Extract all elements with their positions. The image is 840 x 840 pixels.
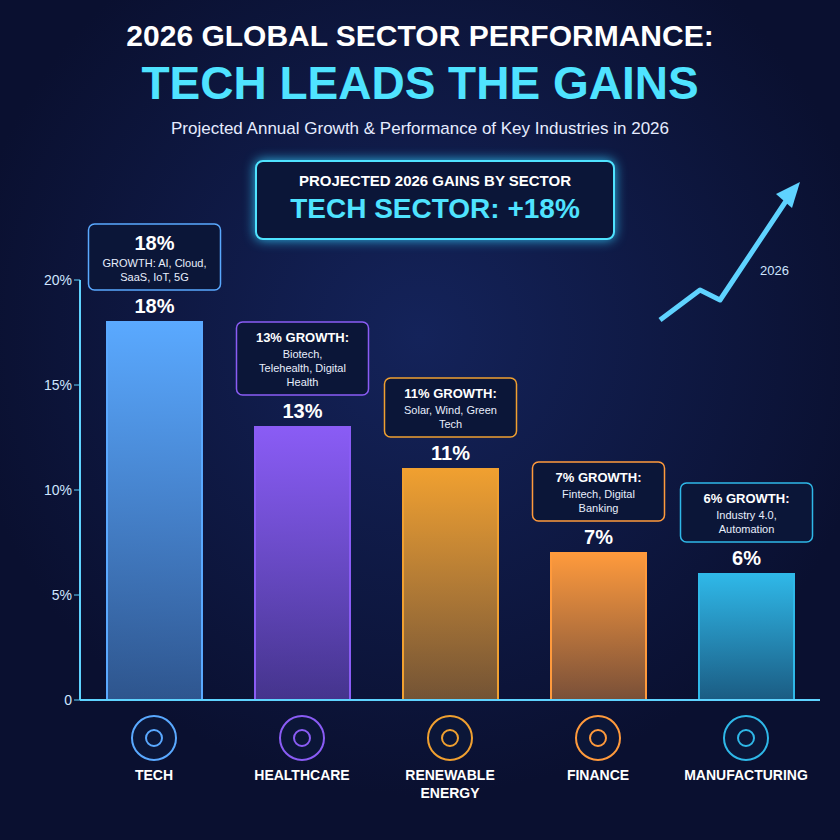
svg-text:RENEWABLE: RENEWABLE <box>405 767 494 783</box>
svg-text:5%: 5% <box>52 587 72 603</box>
svg-text:HEALTHCARE: HEALTHCARE <box>254 767 349 783</box>
svg-text:Fintech, Digital: Fintech, Digital <box>562 488 635 500</box>
svg-text:10%: 10% <box>44 482 72 498</box>
svg-text:MANUFACTURING: MANUFACTURING <box>684 767 808 783</box>
svg-text:15%: 15% <box>44 377 72 393</box>
svg-text:6%: 6% <box>732 547 761 569</box>
svg-text:Tech: Tech <box>439 418 462 430</box>
svg-text:7% GROWTH:: 7% GROWTH: <box>556 470 642 485</box>
svg-text:18%: 18% <box>134 232 174 254</box>
html-text:PROJECTED 2026 GAINS BY SECTOR: PROJECTED 2026 GAINS BY SECTOR <box>299 172 571 189</box>
svg-text:GROWTH: AI, Cloud,: GROWTH: AI, Cloud, <box>103 257 207 269</box>
svg-text:0: 0 <box>64 692 72 708</box>
svg-text:11% GROWTH:: 11% GROWTH: <box>404 386 496 401</box>
svg-text:2026: 2026 <box>760 263 789 278</box>
svg-text:7%: 7% <box>584 526 613 548</box>
svg-text:Biotech,: Biotech, <box>283 348 323 360</box>
svg-text:FINANCE: FINANCE <box>567 767 629 783</box>
svg-text:Industry 4.0,: Industry 4.0, <box>716 509 777 521</box>
svg-text:TECH: TECH <box>135 767 173 783</box>
svg-text:18%: 18% <box>134 295 174 317</box>
html-text:2026 GLOBAL SECTOR PERFORMANCE: 2026 GLOBAL SECTOR PERFORMANCE: <box>126 19 714 52</box>
svg-text:ENERGY: ENERGY <box>420 785 480 801</box>
svg-text:13% GROWTH:: 13% GROWTH: <box>256 330 349 345</box>
svg-text:6% GROWTH:: 6% GROWTH: <box>704 491 790 506</box>
html-text:TECH SECTOR: +18%: TECH SECTOR: +18% <box>290 193 580 224</box>
svg-text:Automation: Automation <box>719 523 775 535</box>
svg-text:Solar, Wind, Green: Solar, Wind, Green <box>404 404 497 416</box>
svg-text:SaaS, IoT, 5G: SaaS, IoT, 5G <box>120 271 188 283</box>
svg-text:Banking: Banking <box>579 502 619 514</box>
html-text:Projected Annual Growth & Perf: Projected Annual Growth & Performance of… <box>171 119 669 138</box>
html-text:TECH LEADS THE GAINS: TECH LEADS THE GAINS <box>141 57 699 109</box>
svg-text:11%: 11% <box>431 442 470 464</box>
svg-text:13%: 13% <box>282 400 322 422</box>
svg-text:20%: 20% <box>44 272 72 288</box>
svg-text:Telehealth, Digital: Telehealth, Digital <box>259 362 346 374</box>
svg-text:Health: Health <box>287 376 319 388</box>
